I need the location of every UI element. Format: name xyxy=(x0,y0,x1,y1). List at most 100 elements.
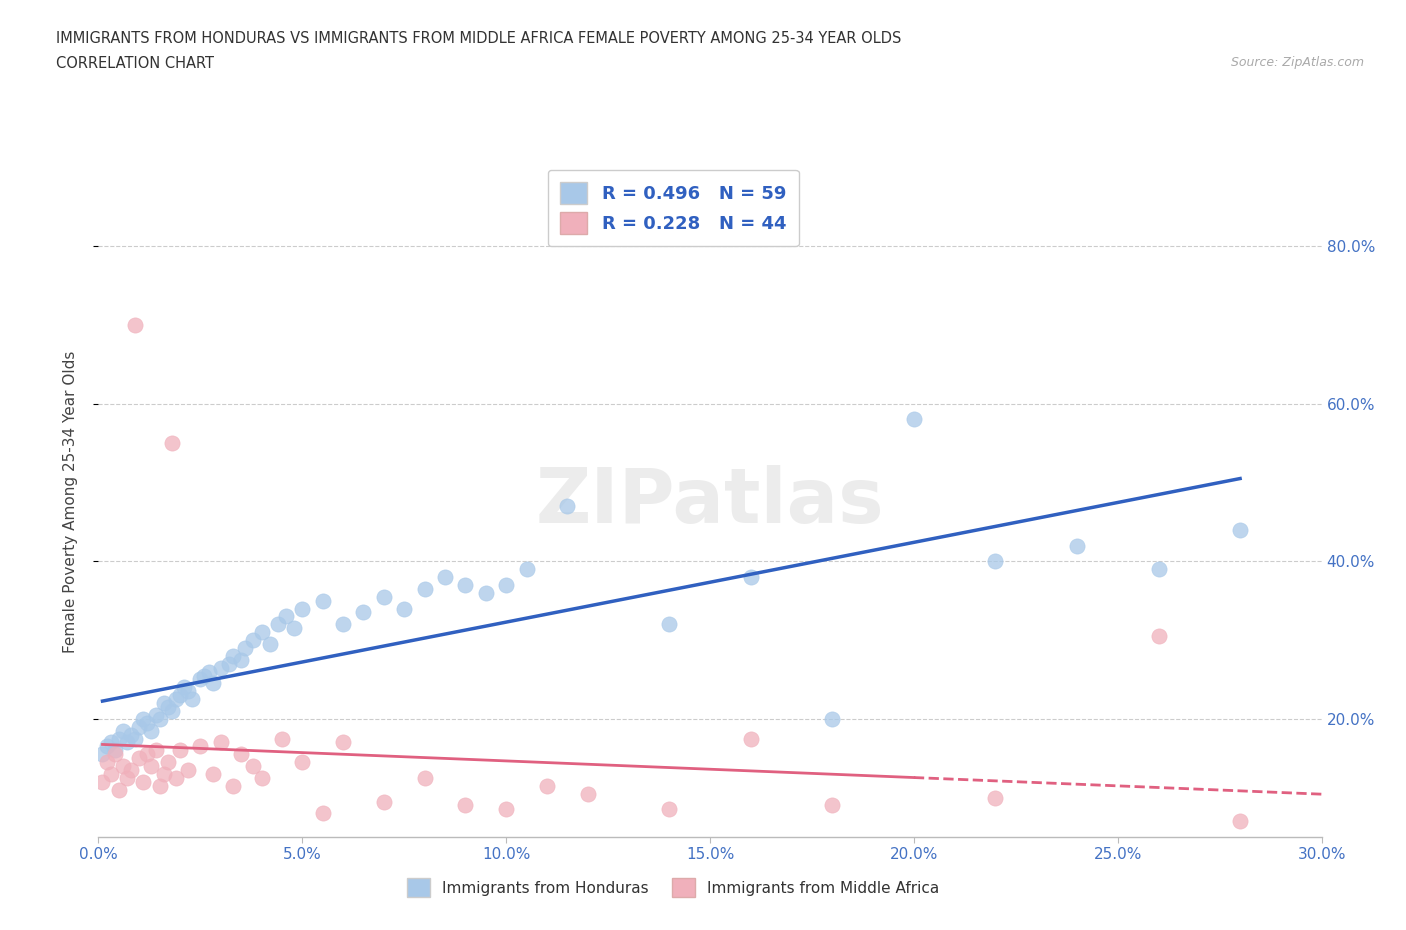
Point xyxy=(231,747,253,762)
Point xyxy=(108,731,131,746)
Point xyxy=(141,759,163,774)
Point xyxy=(658,617,681,631)
Point xyxy=(352,605,374,620)
Point xyxy=(209,660,232,675)
Text: IMMIGRANTS FROM HONDURAS VS IMMIGRANTS FROM MIDDLE AFRICA FEMALE POVERTY AMONG 2: IMMIGRANTS FROM HONDURAS VS IMMIGRANTS F… xyxy=(56,31,901,46)
Point xyxy=(495,578,517,592)
Point xyxy=(413,770,436,785)
Point xyxy=(132,775,155,790)
Point xyxy=(557,498,579,513)
Point xyxy=(115,735,138,750)
Point xyxy=(740,731,762,746)
Point xyxy=(274,609,297,624)
Point xyxy=(160,703,183,718)
Point xyxy=(332,617,354,631)
Point xyxy=(413,581,436,596)
Point xyxy=(242,759,264,774)
Point xyxy=(177,684,200,698)
Point xyxy=(1229,523,1251,538)
Point xyxy=(984,554,1007,569)
Y-axis label: Female Poverty Among 25-34 Year Olds: Female Poverty Among 25-34 Year Olds xyxy=(63,351,77,654)
Point xyxy=(821,711,844,726)
Point xyxy=(156,699,179,714)
Legend: Immigrants from Honduras, Immigrants from Middle Africa: Immigrants from Honduras, Immigrants fro… xyxy=(401,872,945,903)
Point xyxy=(312,593,335,608)
Point xyxy=(250,770,273,785)
Point xyxy=(91,747,114,762)
Point xyxy=(128,719,150,734)
Point xyxy=(454,578,477,592)
Point xyxy=(145,708,167,723)
Point xyxy=(169,688,191,703)
Point xyxy=(392,601,416,616)
Point xyxy=(165,692,187,707)
Point xyxy=(218,657,240,671)
Point xyxy=(169,743,191,758)
Point xyxy=(111,759,134,774)
Point xyxy=(209,735,232,750)
Point xyxy=(267,617,290,631)
Point xyxy=(100,735,122,750)
Point xyxy=(222,778,245,793)
Point xyxy=(516,562,538,577)
Point xyxy=(173,680,195,695)
Point xyxy=(104,747,127,762)
Point xyxy=(145,743,167,758)
Point xyxy=(242,632,264,647)
Point xyxy=(740,569,762,584)
Point xyxy=(111,724,134,738)
Point xyxy=(373,794,395,809)
Point xyxy=(115,770,138,785)
Point xyxy=(495,802,517,817)
Point xyxy=(536,778,558,793)
Point xyxy=(270,731,294,746)
Point xyxy=(576,786,599,801)
Point xyxy=(222,648,245,663)
Point xyxy=(201,676,224,691)
Point xyxy=(201,766,224,781)
Point xyxy=(156,755,179,770)
Point xyxy=(1147,629,1170,644)
Point xyxy=(291,755,314,770)
Point xyxy=(434,569,457,584)
Point xyxy=(903,412,925,427)
Point xyxy=(984,790,1007,805)
Point xyxy=(152,766,174,781)
Point xyxy=(165,770,187,785)
Point xyxy=(141,724,163,738)
Point xyxy=(291,601,314,616)
Point xyxy=(1229,814,1251,829)
Point xyxy=(128,751,150,765)
Point xyxy=(136,715,159,730)
Point xyxy=(1066,538,1088,553)
Point xyxy=(658,802,681,817)
Point xyxy=(149,711,172,726)
Point xyxy=(197,664,219,679)
Point xyxy=(132,711,155,726)
Point xyxy=(373,590,395,604)
Point xyxy=(120,763,142,777)
Point xyxy=(124,317,146,332)
Point xyxy=(100,766,122,781)
Point xyxy=(312,806,335,821)
Point xyxy=(152,696,174,711)
Point xyxy=(160,435,183,450)
Point xyxy=(104,743,127,758)
Point xyxy=(193,668,215,683)
Point xyxy=(250,625,273,640)
Point xyxy=(108,782,131,797)
Point xyxy=(1147,562,1170,577)
Point xyxy=(233,641,256,656)
Point xyxy=(231,652,253,667)
Point xyxy=(259,636,281,651)
Point xyxy=(181,692,204,707)
Point xyxy=(177,763,200,777)
Point xyxy=(188,739,212,754)
Point xyxy=(96,755,118,770)
Point xyxy=(136,747,159,762)
Point xyxy=(120,727,142,742)
Point xyxy=(96,739,118,754)
Text: ZIPatlas: ZIPatlas xyxy=(536,465,884,539)
Point xyxy=(454,798,477,813)
Text: Source: ZipAtlas.com: Source: ZipAtlas.com xyxy=(1230,56,1364,69)
